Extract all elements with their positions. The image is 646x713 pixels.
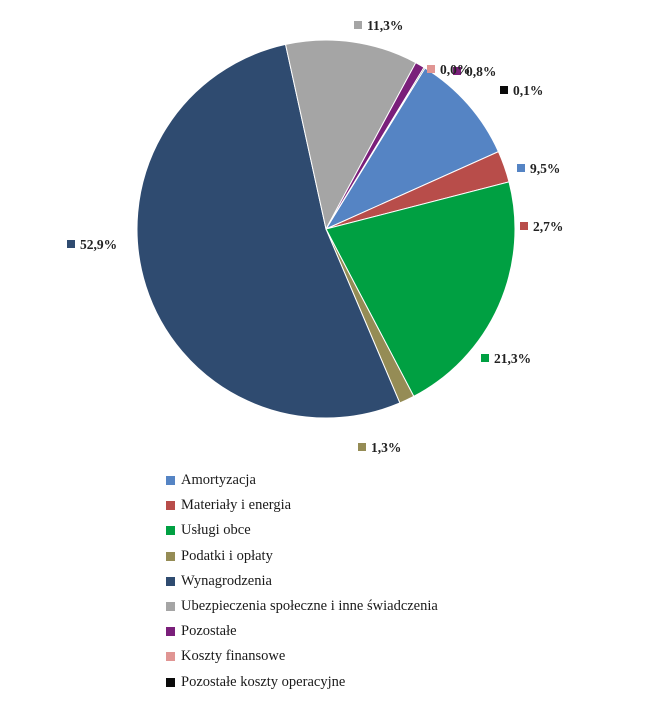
data-label-marker (520, 222, 528, 230)
legend-swatch (166, 526, 175, 536)
legend-label: Pozostałe (181, 623, 237, 640)
pie-slice-pozosta-e-koszty-operacyjne (325, 66, 426, 230)
legend-label: Podatki i opłaty (181, 547, 273, 564)
legend-item: Amortyzacja (166, 468, 438, 493)
legend-item: Pozostałe koszty operacyjne (166, 670, 438, 695)
data-label: 0,1% (513, 83, 543, 98)
legend-label: Usługi obce (181, 522, 251, 539)
data-label-marker (481, 354, 489, 362)
data-label: 11,3% (367, 18, 403, 33)
data-label-marker (427, 65, 435, 73)
data-label-marker (500, 86, 508, 94)
data-label: 9,5% (530, 161, 560, 176)
pie-slice-wynagrodzenia (136, 43, 401, 419)
data-label: 0,8% (466, 64, 496, 79)
data-label: 21,3% (494, 351, 531, 366)
legend-item: Usługi obce (166, 518, 438, 543)
legend-item: Pozostałe (166, 619, 438, 644)
pie-slices (136, 39, 516, 419)
legend-item: Wynagrodzenia (166, 569, 438, 594)
pie-slice-ubezpieczenia-spo-eczne-i-inne-wiadczenia (284, 39, 417, 231)
data-label-marker (358, 443, 366, 451)
legend-label: Pozostałe koszty operacyjne (181, 673, 346, 690)
pie-slice-us-ugi-obce (325, 181, 516, 398)
data-label-marker (453, 67, 461, 75)
data-label: 0,0% (440, 62, 470, 77)
chart-legend: Amortyzacja Materiały i energia Usługi obc… (166, 468, 438, 695)
legend-item: Koszty finansowe (166, 644, 438, 669)
legend-swatch (166, 677, 175, 687)
legend-label: Ubezpieczenia społeczne i inne świadczen… (181, 597, 438, 614)
legend-item: Podatki i opłaty (166, 544, 438, 569)
legend-swatch (166, 601, 175, 611)
legend-swatch (166, 476, 175, 485)
data-label-marker (354, 21, 362, 29)
data-label-marker (517, 164, 525, 172)
legend-swatch (166, 576, 175, 586)
data-label-marker (67, 240, 75, 248)
legend-item: Ubezpieczenia społeczne i inne świadczen… (166, 594, 438, 619)
data-label: 2,7% (533, 219, 563, 234)
legend-swatch (166, 551, 175, 561)
legend-swatch (166, 501, 175, 511)
legend-swatch (166, 652, 175, 662)
data-label: 52,9% (80, 237, 117, 252)
legend-label: Amortyzacja (181, 472, 256, 488)
legend-item: Materiały i energia (166, 493, 438, 518)
legend-label: Materiały i energia (181, 497, 292, 514)
legend-label: Koszty finansowe (181, 648, 286, 665)
pie-data-labels: 9,5% 2,7% 21,3% 1,3% 52,9% 11,3% 0,8%0,0% 0,1% (67, 18, 563, 455)
legend-swatch (166, 627, 175, 637)
legend-label: Wynagrodzenia (181, 572, 272, 589)
data-label: 1,3% (371, 440, 401, 455)
